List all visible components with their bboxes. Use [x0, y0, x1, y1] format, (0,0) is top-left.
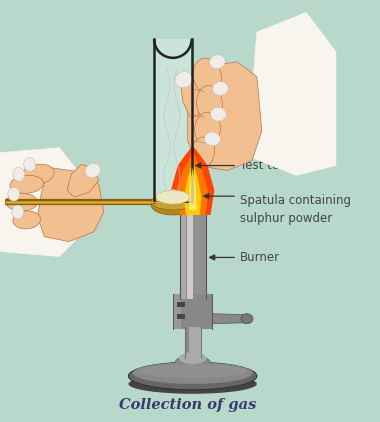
- Polygon shape: [173, 294, 212, 329]
- Ellipse shape: [156, 190, 190, 204]
- Ellipse shape: [209, 55, 225, 69]
- Ellipse shape: [151, 195, 195, 215]
- Polygon shape: [177, 314, 185, 319]
- Ellipse shape: [190, 137, 215, 168]
- Polygon shape: [0, 148, 84, 257]
- Polygon shape: [180, 215, 186, 299]
- Ellipse shape: [21, 164, 54, 184]
- Ellipse shape: [211, 107, 226, 121]
- Polygon shape: [187, 215, 193, 299]
- Ellipse shape: [85, 163, 101, 178]
- Polygon shape: [171, 146, 214, 215]
- Polygon shape: [189, 168, 196, 210]
- Polygon shape: [67, 165, 99, 197]
- Ellipse shape: [13, 211, 41, 229]
- Ellipse shape: [138, 364, 247, 378]
- Ellipse shape: [132, 362, 253, 384]
- Polygon shape: [177, 302, 185, 307]
- Text: Spatula containing
sulphur powder: Spatula containing sulphur powder: [240, 194, 351, 225]
- Polygon shape: [155, 39, 191, 202]
- Ellipse shape: [128, 362, 257, 390]
- Ellipse shape: [196, 86, 222, 121]
- Polygon shape: [188, 62, 262, 170]
- Polygon shape: [247, 12, 336, 176]
- Polygon shape: [185, 327, 189, 358]
- Text: Test tube: Test tube: [240, 159, 294, 172]
- Text: Burner: Burner: [240, 251, 280, 264]
- Ellipse shape: [6, 193, 38, 211]
- Polygon shape: [180, 215, 206, 299]
- Polygon shape: [156, 189, 190, 201]
- Ellipse shape: [12, 205, 24, 219]
- Polygon shape: [212, 314, 250, 324]
- Ellipse shape: [204, 132, 220, 146]
- Polygon shape: [185, 327, 201, 358]
- Ellipse shape: [175, 355, 211, 371]
- Text: Collection of gas: Collection of gas: [119, 398, 256, 411]
- Polygon shape: [173, 294, 181, 329]
- Ellipse shape: [212, 81, 228, 95]
- Ellipse shape: [10, 176, 43, 193]
- Ellipse shape: [195, 112, 220, 146]
- Polygon shape: [38, 168, 104, 242]
- Ellipse shape: [128, 374, 257, 394]
- Polygon shape: [184, 161, 201, 215]
- Polygon shape: [181, 74, 203, 116]
- Ellipse shape: [151, 194, 195, 210]
- Ellipse shape: [24, 158, 36, 171]
- Ellipse shape: [175, 72, 193, 88]
- Ellipse shape: [13, 168, 25, 181]
- Ellipse shape: [193, 58, 222, 95]
- Polygon shape: [177, 151, 209, 215]
- Ellipse shape: [179, 352, 206, 364]
- Ellipse shape: [241, 314, 253, 324]
- Ellipse shape: [8, 187, 20, 201]
